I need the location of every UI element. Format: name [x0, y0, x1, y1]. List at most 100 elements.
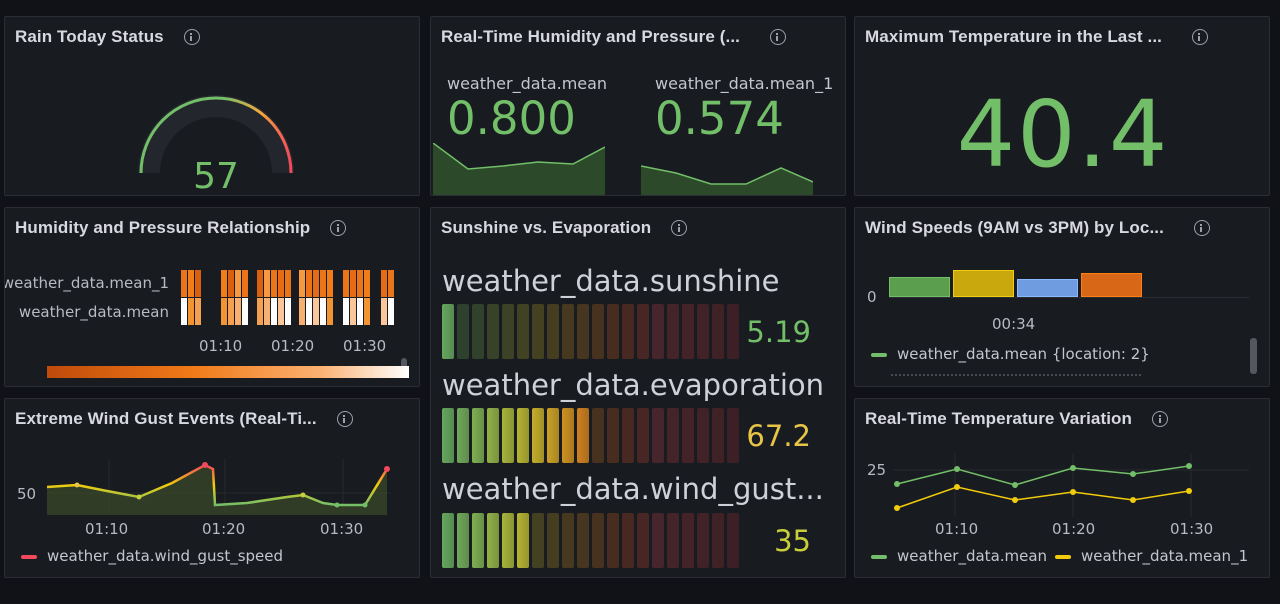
bar-gauge-cell — [562, 408, 574, 463]
x-tick: 01:30 — [320, 520, 364, 538]
legend-item[interactable]: weather_data.mean {location: 2} — [871, 345, 1150, 363]
info-icon[interactable] — [671, 220, 688, 236]
bar-gauge-cell — [667, 408, 679, 463]
bar-gauge-cell — [532, 513, 544, 568]
heatmap-cell — [278, 270, 284, 297]
panel-title[interactable]: Maximum Temperature in the Last ... — [865, 27, 1208, 47]
bar-gauge-cell — [577, 513, 589, 568]
heatmap-cell — [313, 298, 319, 325]
panel-title[interactable]: Wind Speeds (9AM vs 3PM) by Loc... — [865, 218, 1210, 238]
info-icon[interactable] — [1193, 220, 1210, 236]
panel-sunshine-vs-evaporation[interactable]: Sunshine vs. Evaporation weather_data.su… — [430, 207, 846, 578]
info-icon[interactable] — [1191, 29, 1208, 45]
scrollbar[interactable] — [401, 358, 407, 372]
heatmap-cell — [264, 270, 270, 297]
y-tick: 50 — [17, 485, 37, 503]
bar-gauge-cell — [622, 304, 634, 359]
bar-gauge-label: weather_data.sunshine — [442, 264, 780, 298]
heatmap-cell — [271, 270, 277, 297]
bar-gauge-cell — [622, 408, 634, 463]
bar-gauge-cell — [547, 408, 559, 463]
heatmap-cell — [320, 298, 326, 325]
bar-gauge-cell — [547, 513, 559, 568]
heatmap-cell — [364, 270, 370, 297]
heatmap-color-scale — [47, 366, 409, 378]
legend-item[interactable]: weather_data.mean_1 — [1055, 547, 1248, 565]
bar-gauge-cell — [592, 513, 604, 568]
bar-gauge-cell — [502, 304, 514, 359]
bar-gauge-label: weather_data.wind_gust... — [442, 472, 824, 506]
bar-gauge-cell — [472, 513, 484, 568]
panel-title[interactable]: Real-Time Humidity and Pressure (... — [441, 27, 786, 47]
bar-gauge-cell — [547, 304, 559, 359]
info-icon[interactable] — [183, 29, 200, 45]
bar-gauge-cell — [712, 408, 724, 463]
legend-label: weather_data.mean — [897, 547, 1048, 565]
heatmap-cell — [242, 298, 248, 325]
panel-maximum-temperature[interactable]: Maximum Temperature in the Last ... 40.4 — [854, 16, 1270, 196]
heatmap-cell — [327, 270, 333, 297]
bar-gauge-cell — [502, 513, 514, 568]
panel-title[interactable]: Extreme Wind Gust Events (Real-Ti... — [15, 409, 353, 429]
x-tick: 00:34 — [992, 315, 1036, 333]
heatmap-cell — [257, 298, 263, 325]
panel-title-text: Extreme Wind Gust Events (Real-Ti... — [15, 409, 317, 428]
legend-label: weather_data.wind_gust_speed — [47, 547, 284, 565]
bar-gauge-cell — [472, 408, 484, 463]
x-tick: 01:30 — [1170, 520, 1214, 538]
info-icon[interactable] — [336, 411, 353, 427]
panel-title-text: Rain Today Status — [15, 27, 164, 46]
bar-gauge-cell — [667, 304, 679, 359]
bar — [889, 277, 950, 297]
heatmap-cell — [195, 270, 201, 297]
bar-gauge-cell — [442, 304, 454, 359]
heatmap-cell — [221, 298, 227, 325]
bar-gauge-cell — [652, 513, 664, 568]
y-tick: 25 — [867, 461, 887, 479]
scrollbar[interactable] — [1250, 338, 1257, 374]
heatmap-cell — [343, 270, 349, 297]
heatmap-cell — [381, 270, 387, 297]
legend-item-clipped — [891, 374, 1141, 377]
bar-gauge-cell — [457, 304, 469, 359]
panel-title-text: Real-Time Temperature Variation — [865, 409, 1133, 428]
x-tick: 01:10 — [935, 520, 979, 538]
info-icon[interactable] — [1152, 411, 1169, 427]
bar-gauge-cell — [697, 304, 709, 359]
heatmap-row-label: weather_data.mean — [18, 303, 169, 321]
panel-title[interactable]: Rain Today Status — [15, 27, 200, 47]
bar-gauge-label: weather_data.evaporation — [442, 368, 825, 402]
stat-value: 0.800 — [447, 92, 576, 145]
legend-item[interactable]: weather_data.wind_gust_speed — [21, 547, 283, 565]
panel-title[interactable]: Sunshine vs. Evaporation — [441, 218, 688, 238]
panel-title[interactable]: Humidity and Pressure Relationship — [15, 218, 347, 238]
bar-gauge-cell — [682, 408, 694, 463]
bar-gauge-cell — [592, 304, 604, 359]
panel-title[interactable]: Real-Time Temperature Variation — [865, 409, 1169, 429]
panel-extreme-wind-gust[interactable]: Extreme Wind Gust Events (Real-Ti... 50 … — [4, 398, 420, 578]
bar-gauge-cell — [637, 513, 649, 568]
heatmap-cell — [313, 270, 319, 297]
bar-gauge-cell — [577, 408, 589, 463]
panel-temperature-variation[interactable]: Real-Time Temperature Variation 25 01:10… — [854, 398, 1270, 578]
bar-gauge-cell — [487, 408, 499, 463]
panel-realtime-humidity-pressure[interactable]: Real-Time Humidity and Pressure (... wea… — [430, 16, 846, 196]
bar-gauge-cell — [607, 304, 619, 359]
heatmap-cell — [257, 270, 263, 297]
bar-gauge-cell — [652, 408, 664, 463]
y-tick: 0 — [867, 288, 877, 306]
bar-gauge-cell — [712, 513, 724, 568]
heatmap-cell — [228, 298, 234, 325]
x-tick: 01:10 — [85, 520, 129, 538]
gauge-value: 57 — [193, 156, 239, 196]
panel-title-text: Wind Speeds (9AM vs 3PM) by Loc... — [865, 218, 1164, 237]
heatmap-cell — [343, 298, 349, 325]
panel-rain-today-status[interactable]: Rain Today Status 57 — [4, 16, 420, 196]
heatmap-cell — [235, 270, 241, 297]
legend-item[interactable]: weather_data.mean — [871, 547, 1047, 565]
bar-gauge-cell — [457, 513, 469, 568]
info-icon[interactable] — [330, 220, 347, 236]
info-icon[interactable] — [769, 29, 786, 45]
panel-humidity-pressure-relationship[interactable]: Humidity and Pressure Relationship weath… — [4, 207, 420, 387]
panel-wind-speeds[interactable]: Wind Speeds (9AM vs 3PM) by Loc... 0 00:… — [854, 207, 1270, 387]
